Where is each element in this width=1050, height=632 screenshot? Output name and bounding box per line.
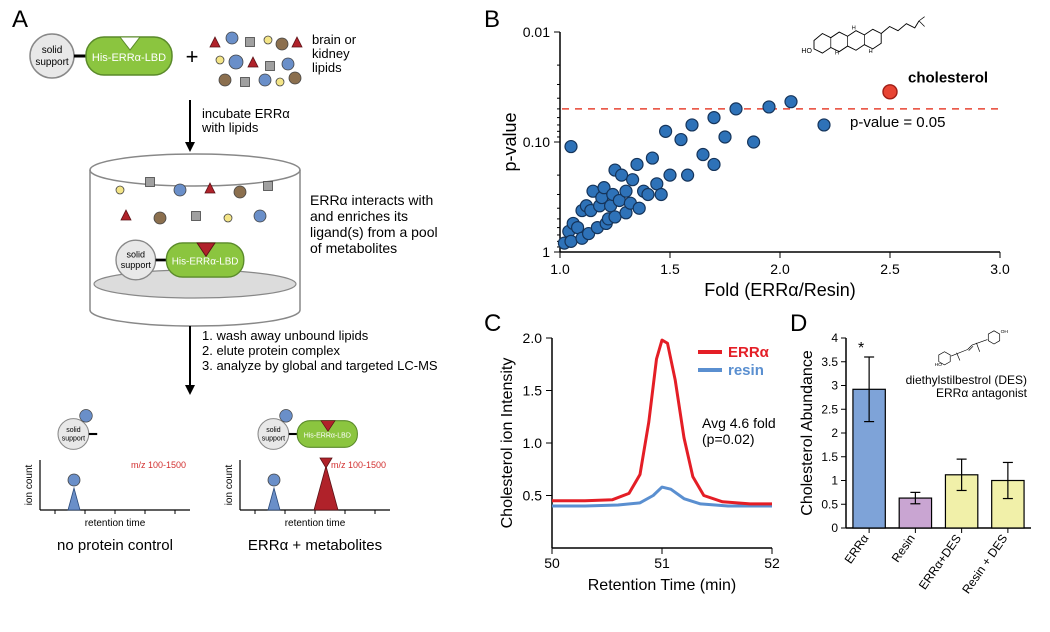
svg-text:HO: HO [801, 48, 812, 55]
svg-text:solid: solid [266, 427, 281, 434]
panel-c-label: C [484, 310, 501, 338]
svg-text:2.0: 2.0 [770, 261, 790, 277]
svg-text:p-value = 0.05: p-value = 0.05 [850, 114, 946, 131]
svg-text:50: 50 [544, 555, 560, 571]
svg-text:1: 1 [542, 244, 550, 260]
svg-text:ERRα: ERRα [728, 344, 770, 361]
svg-text:2.5: 2.5 [821, 402, 838, 416]
svg-text:1.5: 1.5 [523, 383, 543, 399]
svg-text:2: 2 [831, 426, 838, 440]
svg-text:3.5: 3.5 [821, 355, 838, 369]
svg-text:ERRα interacts with: ERRα interacts with [310, 192, 433, 208]
svg-text:2. elute protein complex: 2. elute protein complex [202, 343, 341, 358]
svg-text:H: H [835, 50, 839, 56]
panel-c-chromatogram: 50 51 52 0.5 1.0 1.5 2.0 Retention Time (min) Ch… [500, 328, 790, 628]
svg-text:retention time: retention time [285, 518, 346, 529]
svg-text:52: 52 [764, 555, 780, 571]
svg-text:ERRα + metabolites: ERRα + metabolites [248, 537, 382, 554]
svg-text:kidney: kidney [312, 46, 350, 61]
svg-text:cholesterol: cholesterol [908, 69, 988, 86]
svg-text:retention time: retention time [85, 518, 146, 529]
svg-text:Resin: Resin [889, 532, 918, 565]
svg-text:0: 0 [831, 521, 838, 535]
svg-text:support: support [35, 57, 69, 68]
svg-text:1.5: 1.5 [821, 450, 838, 464]
panel-a-diagram: solidsupportHis-ERRα-LBD+brain orkidneyl… [10, 20, 480, 620]
svg-text:m/z 100-1500: m/z 100-1500 [131, 460, 186, 470]
svg-text:3. analyze by global and targe: 3. analyze by global and targeted LC-MS [202, 358, 438, 373]
svg-text:support: support [121, 260, 152, 270]
svg-text:His-ERRα-LBD: His-ERRα-LBD [92, 52, 166, 64]
svg-text:0.10: 0.10 [523, 134, 550, 150]
svg-text:ERRα: ERRα [842, 532, 872, 567]
svg-text:51: 51 [654, 555, 670, 571]
svg-text:His-ERRα-LBD: His-ERRα-LBD [172, 257, 239, 268]
svg-text:lipids: lipids [312, 60, 342, 75]
panel-b-scatter: 1.0 1.5 2.0 2.5 3.0 0.01 0.10 1 Fold (ERRα/Resin… [500, 14, 1040, 314]
svg-text:+: + [186, 44, 199, 69]
svg-text:HO: HO [935, 362, 943, 368]
svg-text:ERRα antagonist: ERRα antagonist [936, 386, 1028, 400]
svg-text:Retention Time (min): Retention Time (min) [588, 577, 737, 594]
svg-text:(p=0.02): (p=0.02) [702, 431, 755, 447]
svg-text:*: * [858, 340, 864, 357]
svg-text:m/z 100-1500: m/z 100-1500 [331, 460, 386, 470]
svg-text:1.5: 1.5 [660, 261, 680, 277]
svg-text:OH: OH [1001, 329, 1009, 335]
svg-text:ion count: ion count [224, 464, 235, 505]
svg-text:3.0: 3.0 [990, 261, 1010, 277]
svg-text:p-value: p-value [500, 112, 520, 171]
svg-text:0.5: 0.5 [523, 488, 543, 504]
svg-text:support: support [262, 435, 285, 442]
svg-text:His-ERRα-LBD: His-ERRα-LBD [304, 433, 351, 440]
svg-text:0.01: 0.01 [523, 24, 550, 40]
svg-text:1.0: 1.0 [550, 261, 570, 277]
svg-text:3: 3 [831, 379, 838, 393]
svg-text:brain or: brain or [312, 32, 357, 47]
svg-text:Cholesterol ion Intensity: Cholesterol ion Intensity [500, 358, 516, 529]
svg-text:2.5: 2.5 [880, 261, 900, 277]
svg-text:ligand(s) from a pool: ligand(s) from a pool [310, 224, 438, 240]
svg-text:ERRα+DES: ERRα+DES [916, 532, 964, 592]
svg-text:H: H [869, 49, 873, 55]
svg-text:solid: solid [66, 427, 81, 434]
svg-text:solid: solid [127, 249, 146, 259]
figure-root: A B C D solidsupportHis-ERRα-LBD+brain o… [0, 0, 1050, 632]
svg-text:Fold (ERRα/Resin): Fold (ERRα/Resin) [704, 280, 855, 300]
svg-text:resin: resin [728, 362, 764, 379]
panel-b-label: B [484, 6, 500, 34]
svg-text:Resin + DES: Resin + DES [959, 532, 1010, 597]
svg-text:and enriches its: and enriches its [310, 208, 408, 224]
svg-text:diethylstilbestrol (DES): diethylstilbestrol (DES) [906, 373, 1027, 387]
svg-text:support: support [62, 435, 85, 442]
svg-text:1: 1 [831, 474, 838, 488]
svg-text:solid: solid [42, 45, 63, 56]
svg-text:Avg 4.6 fold: Avg 4.6 fold [702, 415, 776, 431]
svg-text:incubate ERRα: incubate ERRα [202, 106, 290, 121]
svg-text:0.5: 0.5 [821, 497, 838, 511]
svg-text:1. wash away unbound lipids: 1. wash away unbound lipids [202, 328, 369, 343]
svg-text:ion count: ion count [24, 464, 35, 505]
svg-text:Cholesterol Abundance: Cholesterol Abundance [800, 350, 816, 516]
svg-text:1.0: 1.0 [523, 435, 543, 451]
svg-text:no protein control: no protein control [57, 537, 173, 554]
svg-text:4: 4 [831, 331, 838, 345]
panel-d-barchart: 0 0.5 1 1.5 2 2.5 3 3.5 4 Cholesterol Abundance * E… [800, 328, 1048, 628]
svg-text:H: H [852, 25, 856, 31]
svg-text:of metabolites: of metabolites [310, 240, 397, 256]
svg-text:2.0: 2.0 [523, 330, 543, 346]
svg-text:with lipids: with lipids [201, 120, 259, 135]
